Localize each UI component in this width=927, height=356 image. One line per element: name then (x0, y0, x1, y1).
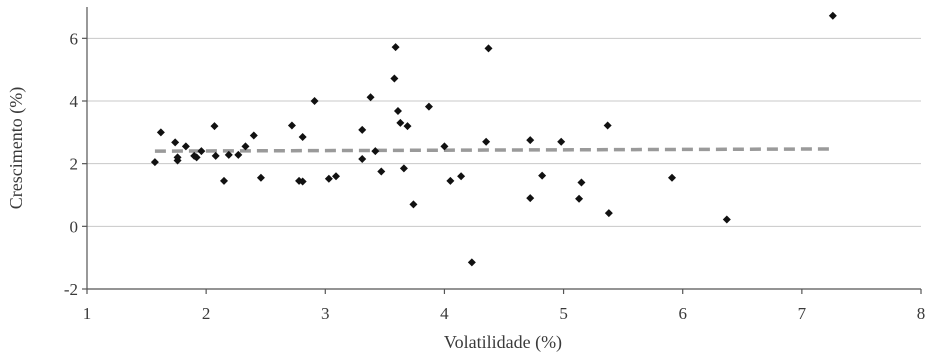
data-point (156, 128, 165, 137)
data-point (467, 258, 476, 267)
data-point (358, 154, 367, 163)
data-point (366, 93, 375, 102)
data-point (210, 122, 219, 131)
tick-labels: -2 0 2 4 6 1 2 3 4 5 6 7 8 (64, 29, 925, 323)
data-point (526, 136, 535, 145)
data-point (484, 44, 493, 53)
x-tick-label: 3 (321, 304, 330, 323)
y-tick-label: -2 (64, 280, 78, 299)
data-point (538, 171, 547, 180)
x-tick-label: 4 (440, 304, 449, 323)
y-tick-label: 6 (70, 29, 79, 48)
x-tick-label: 7 (798, 304, 807, 323)
data-point (390, 74, 399, 83)
y-tick-label: 4 (70, 92, 79, 111)
data-point (249, 131, 258, 140)
data-point (667, 173, 676, 182)
data-point (409, 200, 418, 209)
data-point (424, 102, 433, 111)
data-point (298, 133, 307, 142)
data-point (298, 177, 307, 186)
x-axis-title: Volatilidade (%) (444, 332, 562, 353)
data-point (220, 176, 229, 185)
data-points (150, 11, 837, 267)
trendline (154, 147, 833, 153)
data-point (393, 107, 402, 116)
data-point (256, 173, 265, 182)
x-tick-label: 6 (678, 304, 687, 323)
data-point (557, 137, 566, 146)
data-point (171, 138, 180, 147)
data-point (722, 215, 731, 224)
trendline-group (154, 147, 833, 153)
data-point (377, 167, 386, 176)
data-point (457, 172, 466, 181)
data-point (332, 172, 341, 181)
data-point (403, 122, 412, 131)
data-point (241, 142, 250, 151)
data-point (192, 153, 201, 162)
x-tick-label: 2 (202, 304, 211, 323)
data-point (391, 43, 400, 52)
x-tick-label: 1 (83, 304, 92, 323)
data-point (181, 142, 190, 151)
data-point (399, 164, 408, 173)
axes (82, 7, 922, 294)
y-axis-title: Crescimento (%) (6, 87, 27, 209)
data-point (396, 118, 405, 127)
data-point (482, 137, 491, 146)
data-point (577, 178, 586, 187)
data-point (828, 11, 837, 20)
x-tick-label: 8 (917, 304, 926, 323)
data-point (287, 121, 296, 130)
data-point (358, 125, 367, 134)
data-point (234, 150, 243, 159)
data-point (224, 150, 233, 159)
data-point (446, 176, 455, 185)
data-point (324, 174, 333, 183)
y-tick-label: 0 (70, 217, 79, 236)
data-point (603, 121, 612, 130)
data-point (150, 158, 159, 167)
data-point (526, 194, 535, 203)
y-tick-label: 2 (70, 155, 79, 174)
data-point (197, 147, 206, 156)
data-point (604, 209, 613, 218)
data-point (440, 142, 449, 151)
data-point (211, 151, 220, 160)
data-point (371, 147, 380, 156)
data-point (173, 153, 182, 162)
data-point (310, 97, 319, 105)
x-tick-label: 5 (559, 304, 568, 323)
data-point (575, 194, 584, 203)
gridlines (87, 37, 921, 227)
